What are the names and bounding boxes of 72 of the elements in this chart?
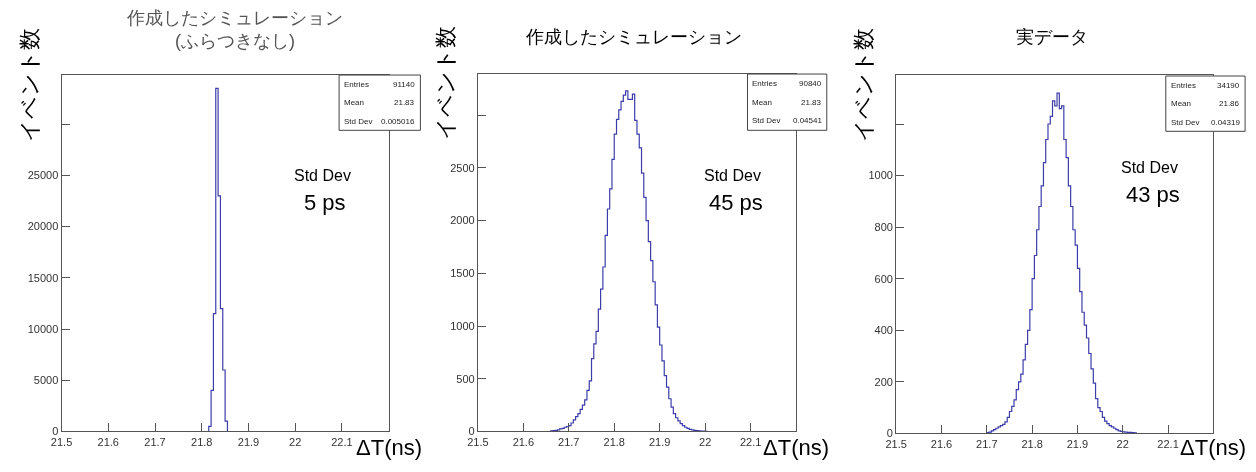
annotation: 0.04541 [793, 116, 823, 125]
x-tick-label: 21.9 [648, 435, 671, 448]
x-axis-title: ΔT(ns) [356, 435, 423, 460]
y-tick-label: 200 [874, 375, 893, 388]
x-tick-label: 21.7 [144, 435, 166, 448]
y-tick-label: 0 [886, 427, 893, 440]
chart-title: 実データ [1016, 27, 1088, 47]
x-tick-label: 21.8 [603, 435, 625, 448]
x-tick-label: 22 [1116, 437, 1129, 450]
y-tick-label: 5000 [33, 374, 59, 387]
y-tick-label: 2000 [450, 214, 475, 227]
x-tick-label: 21.6 [512, 435, 535, 448]
annotation: Std Dev [294, 167, 351, 184]
y-tick-label: 1500 [450, 267, 475, 280]
annotation: Std Dev [344, 117, 373, 126]
text: 91140 [393, 80, 416, 89]
y-tick-label: 10000 [27, 322, 59, 335]
y-tick-label: 800 [874, 221, 893, 233]
x-tick-label: 21.5 [467, 435, 489, 448]
annotation: Entries [344, 80, 369, 89]
y-tick-label: 400 [874, 324, 893, 337]
y-axis-title: イベント数 [851, 27, 877, 142]
y-tick-label: 1000 [868, 169, 893, 182]
x-tick-label: 22.1 [739, 435, 762, 448]
x-tick-label: 21.8 [191, 435, 213, 448]
annotation: Std Dev [704, 167, 761, 184]
annotation: Mean [1171, 99, 1192, 108]
y-tick-label: 0 [52, 425, 59, 438]
annotation: 0.005016 [381, 117, 415, 126]
y-axis-title: イベント数 [432, 26, 458, 141]
text: 34190 [1217, 81, 1240, 90]
annotation: 45 ps [709, 190, 763, 215]
annotation: Mean [344, 98, 365, 107]
x-tick-label: 21.9 [237, 435, 260, 448]
annotation: Std Dev [1121, 159, 1178, 176]
text: 21.83 [394, 98, 415, 107]
annotation: Mean [752, 98, 773, 107]
y-tick-label: 20000 [27, 220, 59, 233]
y-tick-label: 600 [874, 272, 893, 285]
x-axis-title: ΔT(ns) [1180, 435, 1247, 460]
y-tick-label: 25000 [27, 169, 59, 182]
y-axis-title: イベント数 [16, 27, 42, 142]
x-tick-label: 21.8 [1021, 437, 1043, 450]
x-tick-label: 21.5 [50, 435, 73, 448]
x-tick-label: 22.1 [331, 435, 353, 448]
text: 21.86 [1219, 99, 1240, 108]
y-tick-label: 500 [456, 372, 475, 385]
x-axis-title: ΔT(ns) [763, 435, 830, 460]
annotation: Entries [1171, 81, 1196, 90]
x-tick-label: 21.6 [930, 437, 953, 450]
annotation: 5 ps [304, 190, 346, 215]
x-tick-label: 21.7 [558, 435, 580, 448]
chart-title: 作成したシミュレーション [525, 27, 742, 47]
chart-title: 作成したシミュレーション (ふらつきなし) [126, 8, 343, 52]
y-tick-label: 0 [468, 425, 475, 438]
y-tick-label: 15000 [27, 271, 59, 284]
x-tick-label: 21.6 [97, 435, 119, 448]
x-tick-label: 22 [289, 435, 302, 448]
x-tick-label: 21.7 [976, 437, 998, 450]
annotation: 0.04319 [1211, 118, 1241, 127]
annotation: Std Dev [1171, 118, 1200, 127]
annotation: Std Dev [752, 116, 781, 125]
y-tick-label: 1000 [450, 319, 475, 332]
annotation: 43 ps [1126, 182, 1180, 207]
y-tick-label: 2500 [450, 161, 475, 174]
text: 90840 [799, 79, 822, 88]
x-tick-label: 22 [699, 435, 712, 448]
x-tick-label: 22.1 [1157, 437, 1179, 450]
x-tick-label: 21.5 [885, 437, 907, 450]
text: 21.83 [801, 98, 822, 107]
x-tick-label: 21.9 [1066, 437, 1089, 450]
annotation: Entries [752, 79, 777, 88]
